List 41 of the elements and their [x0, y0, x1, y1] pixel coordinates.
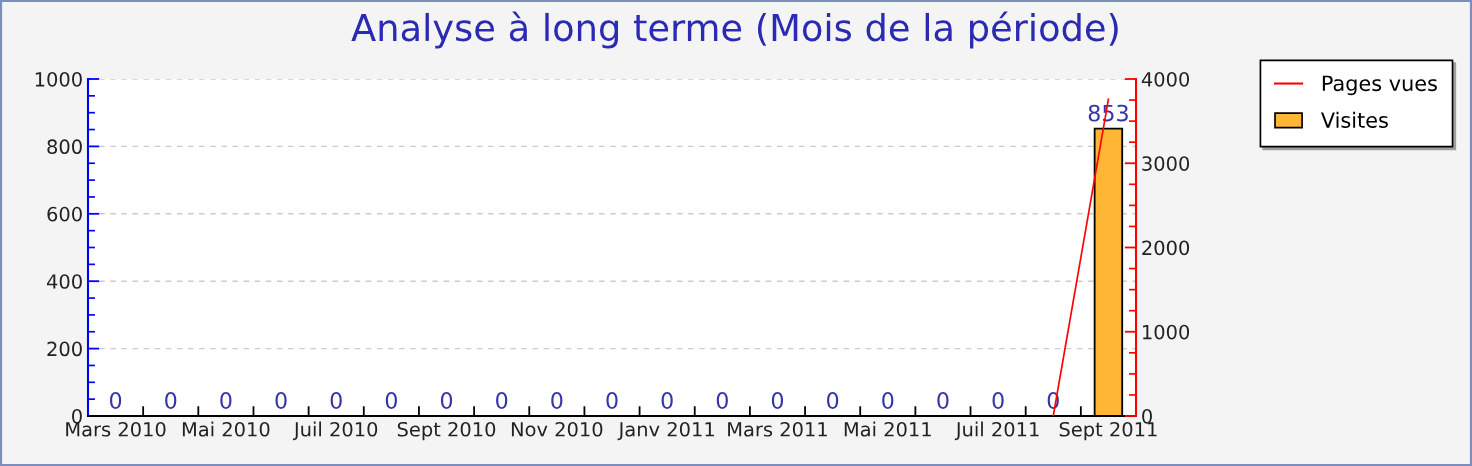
- data-label: 0: [275, 392, 287, 409]
- x-tick-label: Mai 2010: [182, 421, 270, 437]
- y-tick-label: 200: [47, 341, 82, 357]
- data-label: 0: [937, 392, 949, 409]
- y2-tick-label: 1000: [1143, 324, 1190, 340]
- x-tick-label: Juil 2010: [292, 421, 378, 441]
- x-tick-label: Nov 2010: [511, 421, 603, 437]
- data-label: 0: [109, 392, 122, 409]
- data-label: 0: [827, 392, 839, 409]
- x-tick-label: Sept 2011: [1059, 421, 1157, 441]
- x-tick-label: Mai 2011: [844, 421, 931, 437]
- y2-tick-label: 2000: [1142, 240, 1190, 256]
- y-tick-label: 800: [47, 139, 82, 155]
- data-label: 0: [551, 392, 563, 409]
- data-label: 0: [385, 392, 397, 409]
- data-label: 0: [606, 392, 618, 409]
- data-label: 0: [882, 392, 894, 409]
- x-tick-label: Mars 2011: [728, 421, 827, 437]
- x-tick-label: Janv 2011: [617, 421, 714, 441]
- data-label: 0: [220, 392, 232, 409]
- y2-tick-label: 3000: [1142, 156, 1190, 171]
- data-label: 0: [771, 392, 784, 409]
- data-label: 0: [992, 392, 1004, 409]
- chart-title: Analyse à long terme (Mois de la période): [351, 11, 1118, 49]
- data-label: 0: [165, 392, 177, 409]
- y2-tick-label: 4000: [1141, 71, 1190, 87]
- data-label: 0: [716, 392, 728, 409]
- data-label: 0: [330, 392, 342, 409]
- data-label: 0: [440, 392, 453, 409]
- data-label: 0: [661, 392, 673, 409]
- y-tick-label: 1000: [35, 71, 82, 87]
- x-tick-label: Mars 2010: [66, 421, 166, 437]
- y-tick-label: 400: [46, 274, 82, 289]
- x-tick-label: Sept 2010: [397, 421, 496, 441]
- x-tick-label: Juil 2011: [954, 421, 1039, 441]
- y2-tick-label: 0: [1142, 408, 1152, 424]
- legend-label: Pages vues: [1322, 75, 1437, 96]
- data-label: 0: [496, 392, 508, 409]
- y-tick-label: 0: [72, 408, 82, 424]
- y-tick-label: 600: [47, 206, 82, 222]
- legend-label: Visites: [1321, 111, 1388, 128]
